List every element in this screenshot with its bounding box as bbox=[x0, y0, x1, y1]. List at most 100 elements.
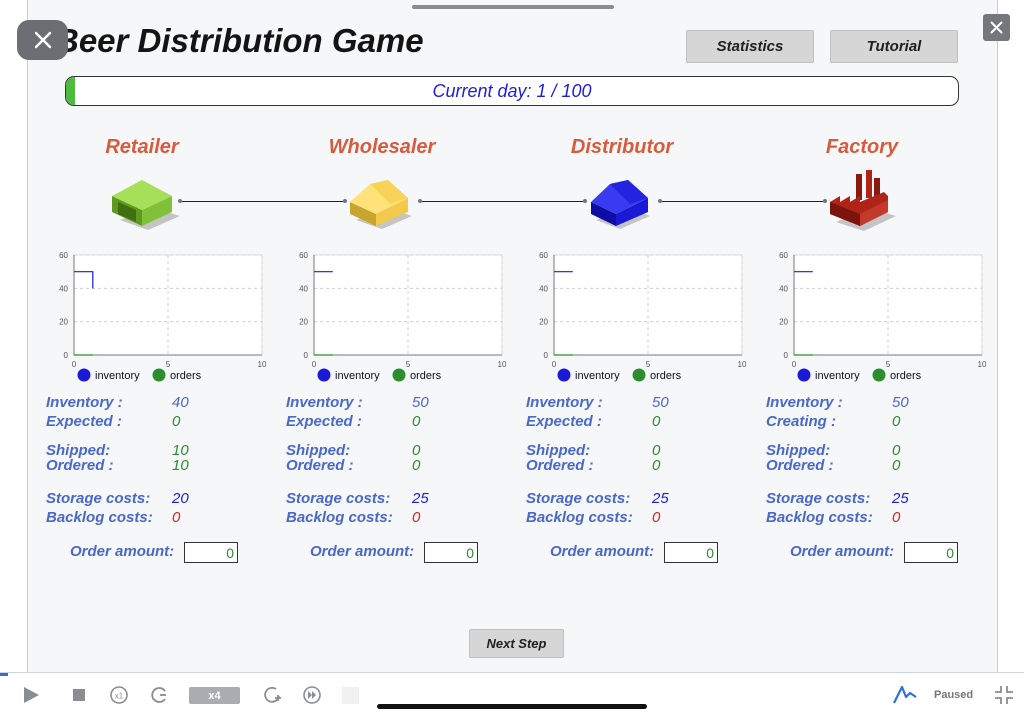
legend-label-inventory: inventory bbox=[335, 370, 380, 382]
inventory-value: 50 bbox=[652, 394, 669, 411]
stop-button[interactable] bbox=[72, 685, 86, 705]
creating-label: Creating : bbox=[766, 413, 837, 430]
role-title-wholesaler: Wholesaler bbox=[328, 136, 436, 158]
step-forward-icon bbox=[264, 686, 281, 703]
home-indicator[interactable] bbox=[377, 704, 647, 709]
day-progress-bar: Current day: 1 / 100 bbox=[65, 76, 959, 106]
backlog-costs-label: Backlog costs: bbox=[286, 509, 393, 526]
supply-link-3 bbox=[658, 199, 827, 203]
order-amount-input-retailer[interactable] bbox=[184, 542, 238, 563]
x-tick-label: 0 bbox=[552, 360, 557, 369]
legend-label-orders: orders bbox=[650, 370, 682, 382]
close-overlay-button[interactable] bbox=[17, 20, 68, 60]
factory-icon bbox=[830, 170, 896, 231]
speed-x4-button[interactable]: x4 bbox=[189, 687, 240, 704]
stats-factory: Inventory : 50 Creating : 0 Shipped: 0 O… bbox=[766, 394, 966, 534]
stop-icon bbox=[73, 689, 85, 701]
role-title-retailer: Retailer bbox=[105, 136, 179, 158]
ordered-label: Ordered : bbox=[46, 457, 114, 474]
storage-costs-label: Storage costs: bbox=[526, 490, 631, 507]
chart-svg: 0 20 40 60 0 5 10 inventory orders bbox=[59, 251, 267, 382]
drag-handle[interactable] bbox=[412, 5, 614, 9]
y-tick-label: 40 bbox=[59, 284, 68, 293]
creating-value: 0 bbox=[892, 413, 901, 430]
ordered-value: 10 bbox=[172, 457, 189, 474]
x-tick-label: 10 bbox=[978, 360, 987, 369]
legend-marker-orders bbox=[392, 368, 406, 382]
brand-logo bbox=[893, 685, 917, 705]
y-tick-label: 20 bbox=[299, 318, 308, 327]
chart-svg: 0 20 40 60 0 5 10 inventory orders bbox=[539, 251, 747, 382]
shipped-value: 0 bbox=[892, 442, 901, 459]
backlog-costs-value: 0 bbox=[412, 509, 421, 526]
inventory-label: Inventory : bbox=[46, 394, 123, 411]
stats-distributor: Inventory : 50 Expected : 0 Shipped: 0 O… bbox=[526, 394, 726, 534]
role-title-factory: Factory bbox=[825, 136, 899, 158]
storage-costs-value: 20 bbox=[172, 490, 189, 507]
order-amount-input-wholesaler[interactable] bbox=[424, 542, 478, 563]
step-forward-button[interactable] bbox=[262, 685, 282, 705]
chart-retailer: 0 20 40 60 0 5 10 inventory orders bbox=[40, 248, 270, 383]
y-tick-label: 60 bbox=[779, 251, 788, 260]
brand-icon bbox=[893, 685, 917, 704]
play-icon bbox=[24, 687, 39, 703]
ordered-value: 0 bbox=[412, 457, 421, 474]
expected-value: 0 bbox=[412, 413, 421, 430]
storage-costs-value: 25 bbox=[412, 490, 429, 507]
playback-progress[interactable] bbox=[0, 673, 8, 676]
legend-marker-inventory bbox=[797, 368, 811, 382]
storage-costs-value: 25 bbox=[892, 490, 909, 507]
next-step-button[interactable]: Next Step bbox=[469, 629, 564, 658]
chart-wholesaler: 0 20 40 60 0 5 10 inventory orders bbox=[280, 248, 510, 383]
blank-control-slot bbox=[342, 685, 359, 705]
shipped-label: Shipped: bbox=[46, 442, 111, 459]
expected-label: Expected : bbox=[46, 413, 122, 430]
x-tick-label: 10 bbox=[498, 360, 507, 369]
speed-x1-icon: x1 bbox=[110, 686, 128, 704]
expected-label: Expected : bbox=[286, 413, 362, 430]
x-tick-label: 5 bbox=[406, 360, 411, 369]
step-back-icon bbox=[151, 687, 166, 703]
current-day-label: Current day: 1 / 100 bbox=[432, 80, 592, 101]
y-tick-label: 40 bbox=[539, 284, 548, 293]
y-tick-label: 60 bbox=[539, 251, 548, 260]
close-window-button[interactable] bbox=[983, 14, 1010, 41]
legend-label-orders: orders bbox=[170, 370, 202, 382]
backlog-costs-label: Backlog costs: bbox=[46, 509, 153, 526]
stats-wholesaler: Inventory : 50 Expected : 0 Shipped: 0 O… bbox=[286, 394, 486, 534]
legend-marker-orders bbox=[872, 368, 886, 382]
page-title: Beer Distribution Game bbox=[55, 22, 424, 59]
y-tick-label: 20 bbox=[59, 318, 68, 327]
backlog-costs-label: Backlog costs: bbox=[526, 509, 633, 526]
statistics-button[interactable]: Statistics bbox=[686, 30, 814, 63]
shipped-value: 0 bbox=[412, 442, 421, 459]
legend-marker-orders bbox=[632, 368, 646, 382]
shipped-value: 0 bbox=[652, 442, 661, 459]
role-title-distributor: Distributor bbox=[570, 136, 674, 158]
expected-value: 0 bbox=[172, 413, 181, 430]
legend-marker-inventory bbox=[557, 368, 571, 382]
inventory-value: 50 bbox=[892, 394, 909, 411]
y-tick-label: 0 bbox=[544, 351, 549, 360]
order-amount-input-factory[interactable] bbox=[904, 542, 958, 563]
x-tick-label: 5 bbox=[646, 360, 651, 369]
chart-distributor: 0 20 40 60 0 5 10 inventory orders bbox=[520, 248, 750, 383]
order-amount-label: Order amount: bbox=[550, 543, 655, 560]
x-tick-label: 0 bbox=[312, 360, 317, 369]
legend-marker-orders bbox=[152, 368, 166, 382]
play-button[interactable] bbox=[22, 685, 40, 705]
inventory-value: 50 bbox=[412, 394, 429, 411]
svg-text:x1: x1 bbox=[115, 692, 124, 701]
inventory-label: Inventory : bbox=[526, 394, 603, 411]
step-back-button[interactable] bbox=[149, 685, 169, 705]
collapse-button[interactable] bbox=[994, 685, 1014, 705]
tutorial-button[interactable]: Tutorial bbox=[830, 30, 958, 63]
ordered-value: 0 bbox=[892, 457, 901, 474]
blank-slot-box bbox=[342, 686, 359, 704]
speed-x1-button[interactable]: x1 bbox=[109, 685, 129, 705]
legend-label-inventory: inventory bbox=[575, 370, 620, 382]
order-amount-input-distributor[interactable] bbox=[664, 542, 718, 563]
ordered-label: Ordered : bbox=[526, 457, 594, 474]
fast-forward-button[interactable] bbox=[302, 685, 322, 705]
order-amount-label: Order amount: bbox=[310, 543, 415, 560]
